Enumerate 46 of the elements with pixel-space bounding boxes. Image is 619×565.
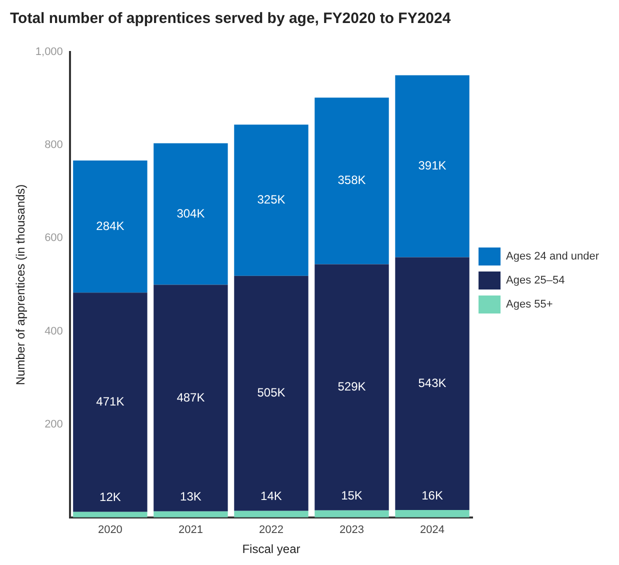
bar: [73, 292, 148, 512]
data-label: 505K: [257, 386, 286, 400]
data-label: 15K: [341, 488, 362, 503]
data-label: 529K: [338, 380, 366, 394]
data-label: 325K: [257, 192, 286, 207]
data-label: 358K: [338, 173, 366, 188]
bar: [395, 75, 470, 258]
bar: [314, 264, 389, 510]
bar: [395, 510, 470, 518]
data-label: 543K: [418, 376, 446, 390]
data-label: 12K: [100, 490, 121, 504]
bar: [314, 98, 389, 264]
x-tick-label: 2022: [258, 524, 284, 536]
legend-label: Ages 24 and under: [506, 250, 600, 263]
x-tick-label: 2023: [340, 524, 364, 536]
data-label: 471K: [96, 394, 124, 409]
y-tick-label: 600: [44, 232, 63, 244]
bar: [234, 510, 308, 518]
bar: [234, 124, 308, 276]
bar: [154, 143, 228, 285]
data-label: 284K: [96, 218, 124, 233]
bar: [154, 284, 228, 512]
y-axis-title: Number of apprentices (in thousands): [14, 184, 28, 386]
data-label: 13K: [180, 490, 202, 504]
data-label: 16K: [422, 488, 443, 502]
legend-label: Ages 55+: [506, 298, 553, 311]
bar: [154, 511, 228, 518]
bar: [234, 276, 308, 511]
bar: [395, 257, 470, 510]
data-label: 304K: [176, 206, 205, 220]
y-tick-label: 1,000: [35, 46, 63, 58]
x-tick-label: 2021: [178, 524, 203, 536]
y-tick-label: 200: [44, 418, 63, 430]
bar: [73, 160, 148, 293]
x-tick-label: 2020: [98, 524, 122, 536]
bar: [73, 512, 148, 518]
data-label: 487K: [176, 390, 205, 404]
y-tick-label: 400: [44, 325, 63, 338]
data-label: 14K: [260, 489, 282, 504]
bar: [314, 510, 389, 518]
chart-title: Total number of apprentices served by age, FY2020 to FY2024: [10, 10, 452, 28]
x-tick-label: 2024: [420, 524, 445, 536]
legend-label: Ages 25–54: [506, 274, 565, 287]
x-axis-title: Fiscal year: [242, 542, 300, 556]
data-label: 391K: [418, 158, 446, 173]
y-tick-label: 800: [44, 139, 63, 152]
